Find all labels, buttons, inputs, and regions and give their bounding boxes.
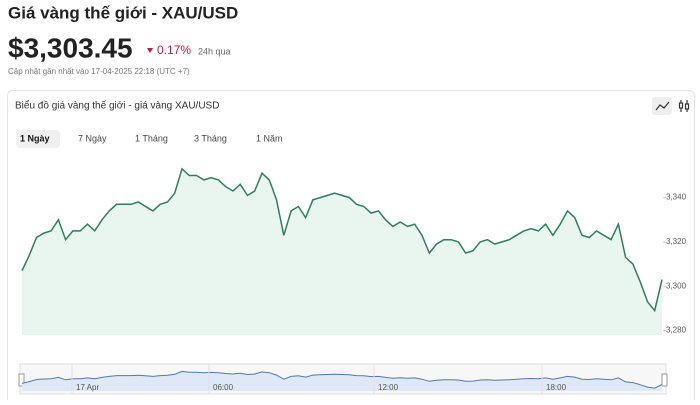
navigator-handle[interactable] bbox=[18, 373, 25, 387]
page-title: Giá vàng thế giới - XAU/USD bbox=[8, 3, 238, 22]
candle-view-button[interactable] bbox=[678, 100, 690, 112]
tab-selected-bg bbox=[16, 130, 60, 148]
time-range-tab[interactable]: 1 Năm bbox=[256, 133, 283, 143]
y-tick-label: 3,320 bbox=[666, 237, 687, 246]
y-tick-label: 3,280 bbox=[666, 326, 687, 335]
y-tick-label: 3,340 bbox=[666, 193, 687, 202]
price-change: 0.17% bbox=[157, 43, 191, 57]
navigator-handle[interactable] bbox=[661, 373, 668, 387]
navigator-label: 18:00 bbox=[546, 383, 567, 392]
navigator-line bbox=[21, 370, 663, 389]
down-arrow bbox=[147, 48, 153, 53]
time-range-tab[interactable]: 3 Tháng bbox=[194, 133, 227, 143]
navigator-label: 17 Apr bbox=[76, 383, 99, 392]
time-range-tab[interactable]: 7 Ngày bbox=[78, 133, 107, 143]
navigator-label: 06:00 bbox=[213, 383, 234, 392]
price-line bbox=[21, 167, 663, 313]
navigator-label: 12:00 bbox=[378, 383, 399, 392]
time-range-tab[interactable]: 1 Tháng bbox=[135, 133, 168, 143]
panel-title: Biểu đồ giá vàng thế giới - giá vàng XAU… bbox=[15, 100, 219, 112]
y-tick-label: 3,300 bbox=[666, 281, 687, 290]
navigator-area bbox=[22, 371, 662, 391]
line-icon bbox=[655, 101, 670, 111]
change-period: 24h qua bbox=[198, 46, 231, 56]
price: $3,303.45 bbox=[8, 32, 133, 63]
chart-panel bbox=[7, 90, 695, 405]
time-range-tab[interactable]: 1 Ngày bbox=[20, 133, 50, 143]
area-fill bbox=[22, 168, 662, 335]
updated-time: Cập nhật gần nhất vào 17-04-2025 22:18 (… bbox=[8, 67, 190, 76]
